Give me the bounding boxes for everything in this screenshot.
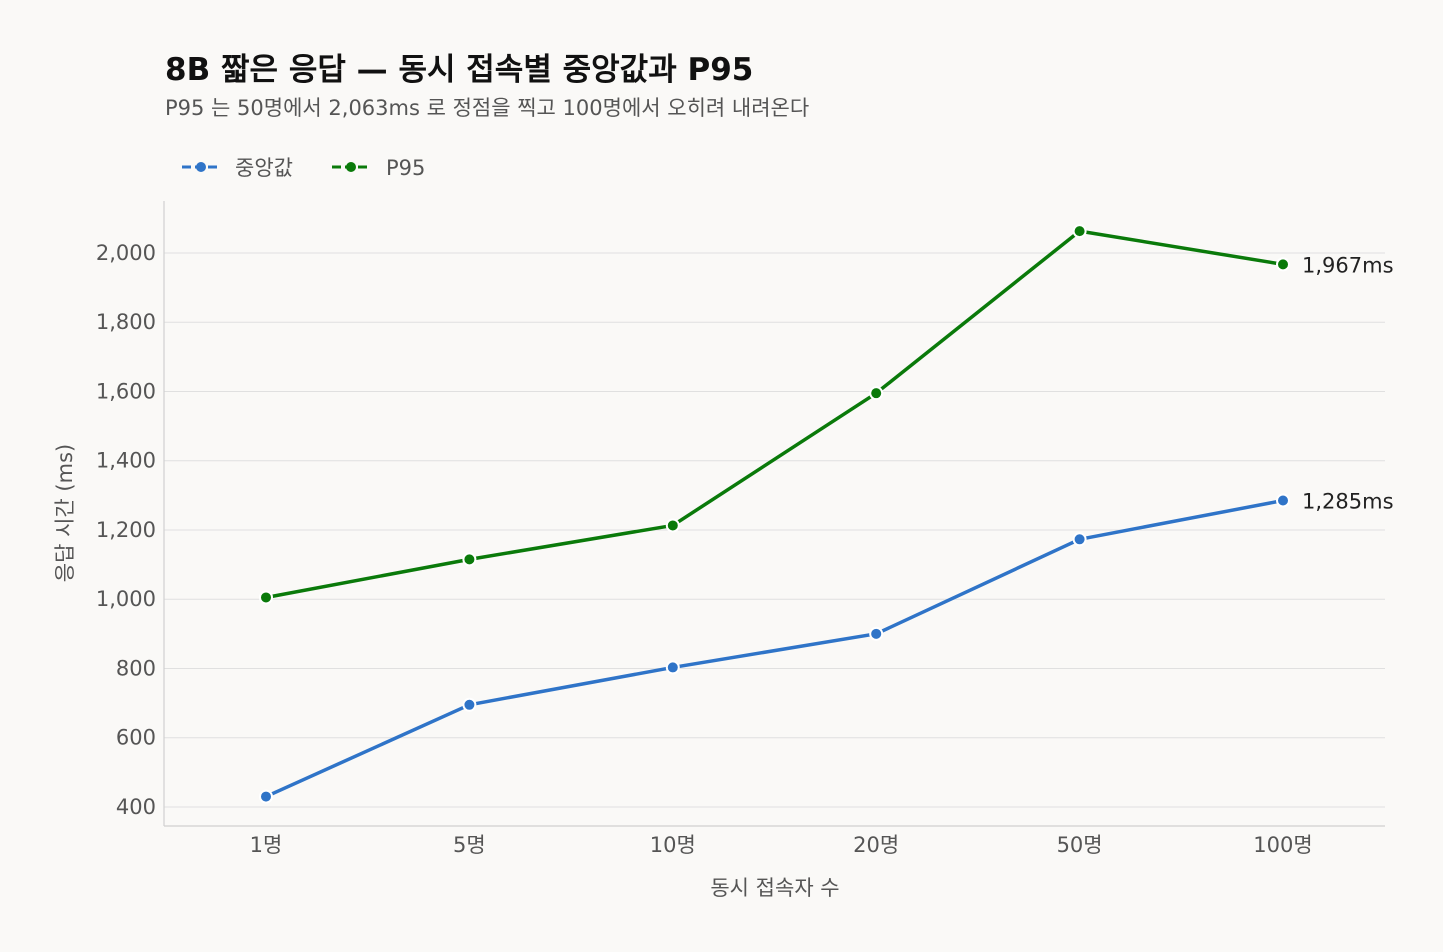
series-layer: 1,285ms 1,967ms — [259, 224, 1394, 804]
y-tick-label: 1,000 — [96, 587, 156, 611]
y-tick-label: 800 — [116, 656, 156, 680]
end-label-median: 1,285ms — [1302, 490, 1394, 514]
y-tick-label: 600 — [116, 726, 156, 750]
series-line-median — [264, 498, 1285, 799]
data-point-median — [869, 626, 884, 641]
data-point-p95 — [259, 590, 273, 605]
x-tick-label: 100명 — [1253, 833, 1312, 857]
legend-label-median: 중앙값 — [235, 156, 293, 180]
y-tick-label: 400 — [116, 795, 156, 819]
y-tick-label: 1,600 — [96, 379, 156, 403]
x-tick-label: 20명 — [853, 833, 899, 857]
y-tick-label: 1,800 — [96, 310, 156, 334]
legend-marker-median — [196, 162, 206, 172]
x-tick-label: 50명 — [1057, 833, 1103, 857]
y-tick-label: 2,000 — [96, 241, 156, 265]
x-tick-labels: 1명 5명 10명 20명 50명 100명 — [250, 833, 1313, 857]
data-point-median — [259, 789, 273, 804]
y-tick-label: 1,200 — [96, 518, 156, 542]
x-tick-label: 1명 — [250, 833, 283, 857]
data-point-p95 — [462, 552, 477, 567]
y-tick-label: 1,400 — [96, 449, 156, 473]
gridlines — [164, 252, 1385, 808]
data-point-median — [665, 660, 680, 675]
x-tick-label: 5명 — [453, 833, 486, 857]
data-point-p95 — [665, 518, 680, 533]
data-point-p95 — [1072, 224, 1087, 239]
chart-title: 8B 짧은 응답 — 동시 접속별 중앙값과 P95 — [165, 52, 753, 88]
legend: 중앙값 P95 — [182, 156, 425, 180]
chart-subtitle: P95 는 50명에서 2,063ms 로 정점을 찍고 100명에서 오히려 … — [165, 96, 809, 120]
x-axis-label: 동시 접속자 수 — [710, 876, 839, 900]
legend-item-median: 중앙값 — [182, 156, 293, 180]
data-point-p95 — [1276, 257, 1290, 272]
legend-item-p95: P95 — [332, 156, 425, 180]
legend-marker-p95 — [346, 162, 356, 172]
data-point-median — [1276, 493, 1290, 508]
data-point-median — [462, 697, 477, 712]
end-label-p95: 1,967ms — [1302, 253, 1394, 277]
y-tick-labels: 400 600 800 1,000 1,200 1,400 1,600 1,800 2,000 — [96, 241, 156, 819]
x-tick-label: 10명 — [650, 833, 696, 857]
axes — [163, 201, 1385, 827]
y-axis-label: 응답 시간 (ms) — [53, 444, 77, 582]
data-point-median — [1072, 532, 1087, 547]
series-line-p95 — [264, 229, 1285, 600]
legend-label-p95: P95 — [386, 156, 425, 180]
data-point-p95 — [869, 386, 884, 401]
